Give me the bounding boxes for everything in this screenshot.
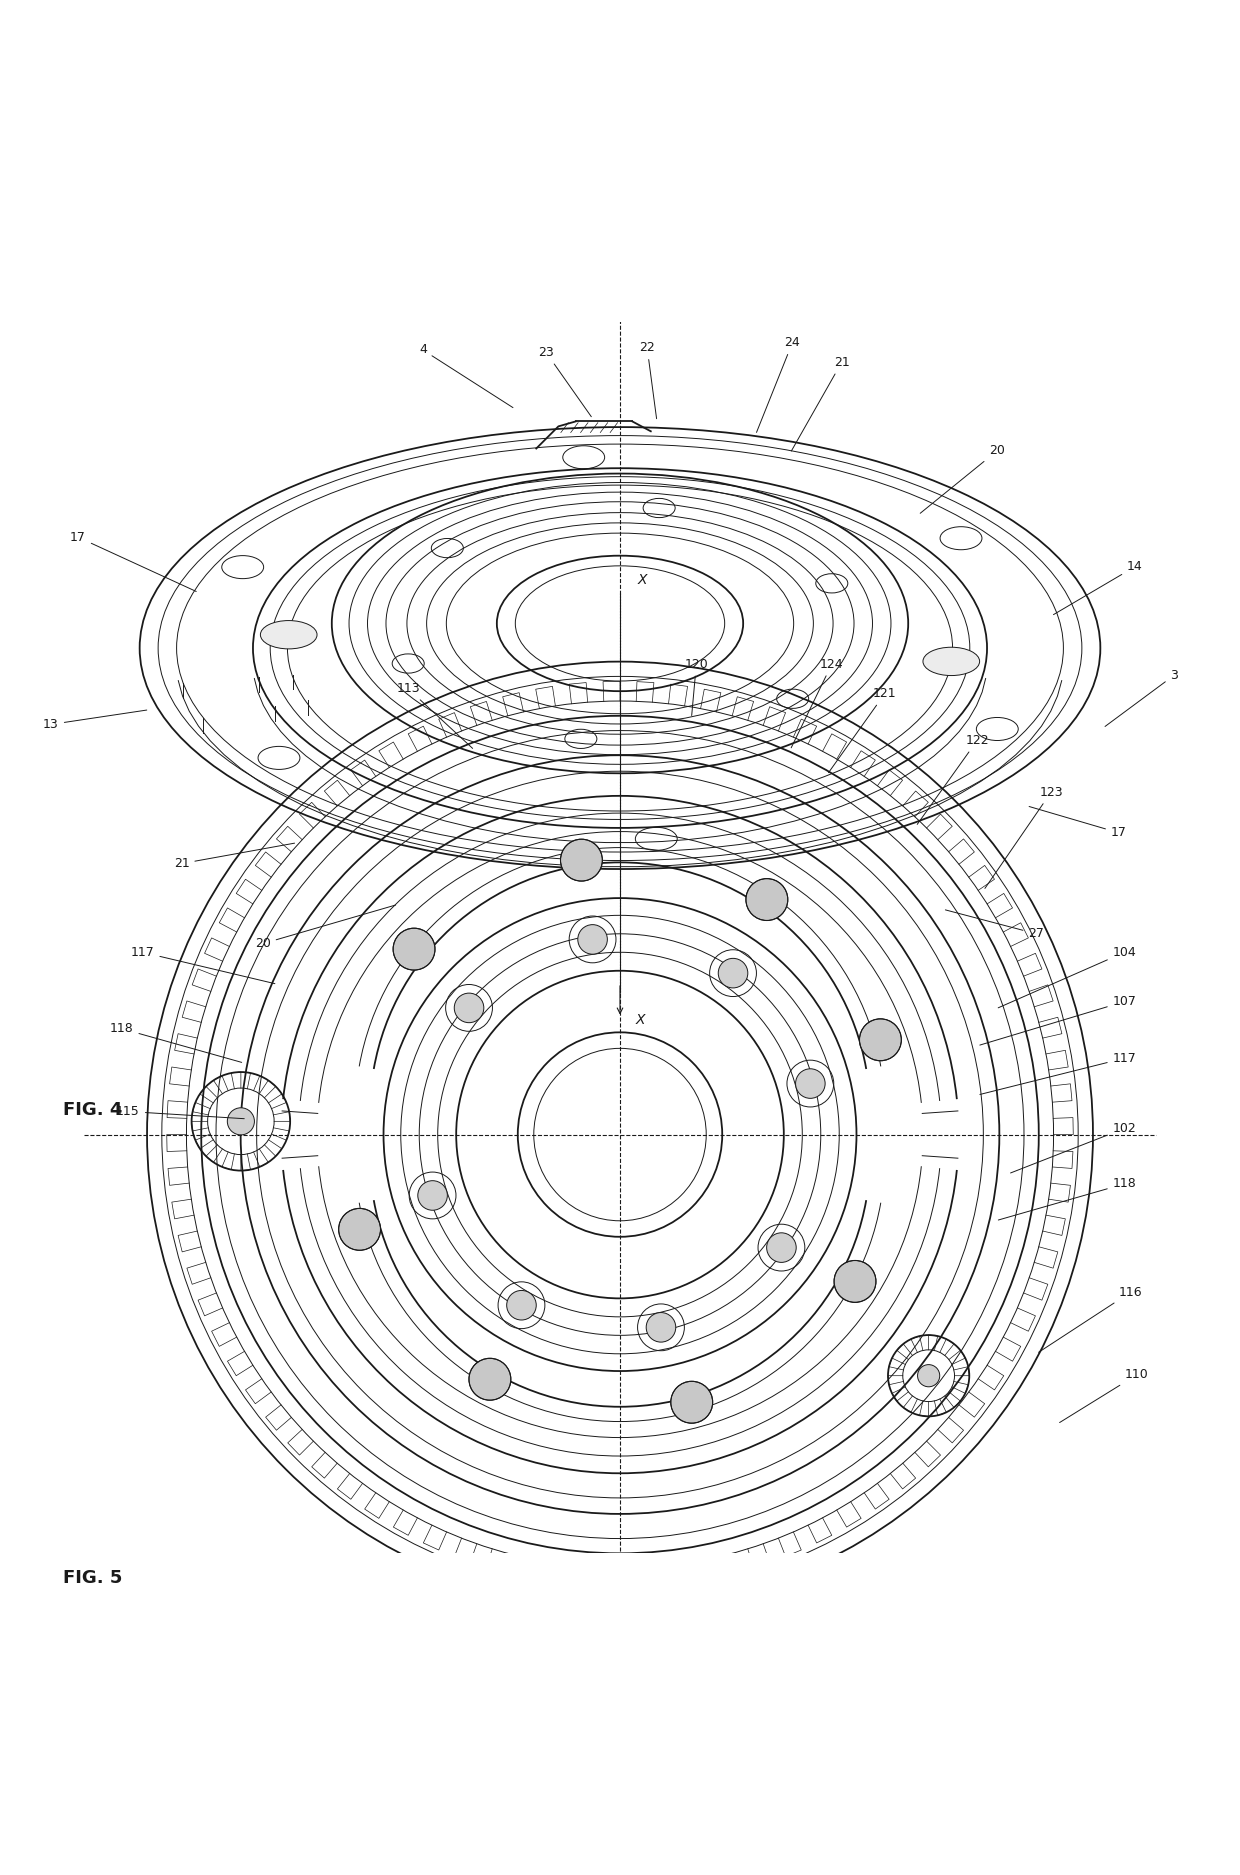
Text: 113: 113 xyxy=(397,682,472,748)
Text: X: X xyxy=(637,574,647,587)
Text: 122: 122 xyxy=(918,733,990,825)
Text: 117: 117 xyxy=(130,945,275,984)
Text: FIG. 4: FIG. 4 xyxy=(63,1101,123,1119)
Text: 118: 118 xyxy=(998,1178,1136,1221)
Text: 14: 14 xyxy=(1054,561,1143,615)
Circle shape xyxy=(918,1365,940,1388)
Text: 17: 17 xyxy=(71,531,196,591)
Text: 110: 110 xyxy=(1060,1369,1148,1423)
Text: 17: 17 xyxy=(1029,806,1127,840)
Text: 13: 13 xyxy=(43,711,146,731)
Circle shape xyxy=(227,1108,254,1134)
Text: 20: 20 xyxy=(920,444,1004,514)
Ellipse shape xyxy=(260,621,317,649)
Circle shape xyxy=(796,1069,825,1099)
Text: 22: 22 xyxy=(640,341,657,418)
Text: 107: 107 xyxy=(980,996,1137,1044)
Circle shape xyxy=(646,1312,676,1342)
Text: 104: 104 xyxy=(998,945,1136,1009)
Text: 3: 3 xyxy=(1105,669,1178,726)
Circle shape xyxy=(671,1382,713,1423)
Text: X: X xyxy=(636,1013,646,1028)
Text: 102: 102 xyxy=(1011,1121,1136,1174)
Circle shape xyxy=(507,1290,536,1320)
Circle shape xyxy=(578,924,608,954)
Circle shape xyxy=(418,1181,448,1209)
Text: FIG. 5: FIG. 5 xyxy=(63,1569,123,1586)
Text: 21: 21 xyxy=(791,356,849,452)
Text: 23: 23 xyxy=(538,347,591,416)
Text: 27: 27 xyxy=(945,909,1044,939)
Text: 20: 20 xyxy=(255,906,396,951)
Text: 117: 117 xyxy=(980,1052,1136,1095)
Circle shape xyxy=(746,879,787,921)
Text: 115: 115 xyxy=(117,1104,244,1119)
Circle shape xyxy=(835,1260,875,1303)
Text: 21: 21 xyxy=(174,844,295,870)
Text: 120: 120 xyxy=(684,658,708,716)
Circle shape xyxy=(469,1358,511,1401)
Text: 124: 124 xyxy=(791,658,843,748)
Ellipse shape xyxy=(923,647,980,675)
Circle shape xyxy=(766,1234,796,1262)
Circle shape xyxy=(859,1018,901,1061)
Text: 4: 4 xyxy=(419,343,513,407)
Circle shape xyxy=(339,1208,381,1251)
Text: 123: 123 xyxy=(985,786,1063,889)
Circle shape xyxy=(454,994,484,1022)
Circle shape xyxy=(393,928,435,969)
Text: 118: 118 xyxy=(110,1022,242,1063)
Text: 24: 24 xyxy=(756,336,800,433)
Circle shape xyxy=(718,958,748,988)
Circle shape xyxy=(560,840,603,881)
Text: 121: 121 xyxy=(828,686,897,772)
Text: 116: 116 xyxy=(1039,1286,1142,1352)
